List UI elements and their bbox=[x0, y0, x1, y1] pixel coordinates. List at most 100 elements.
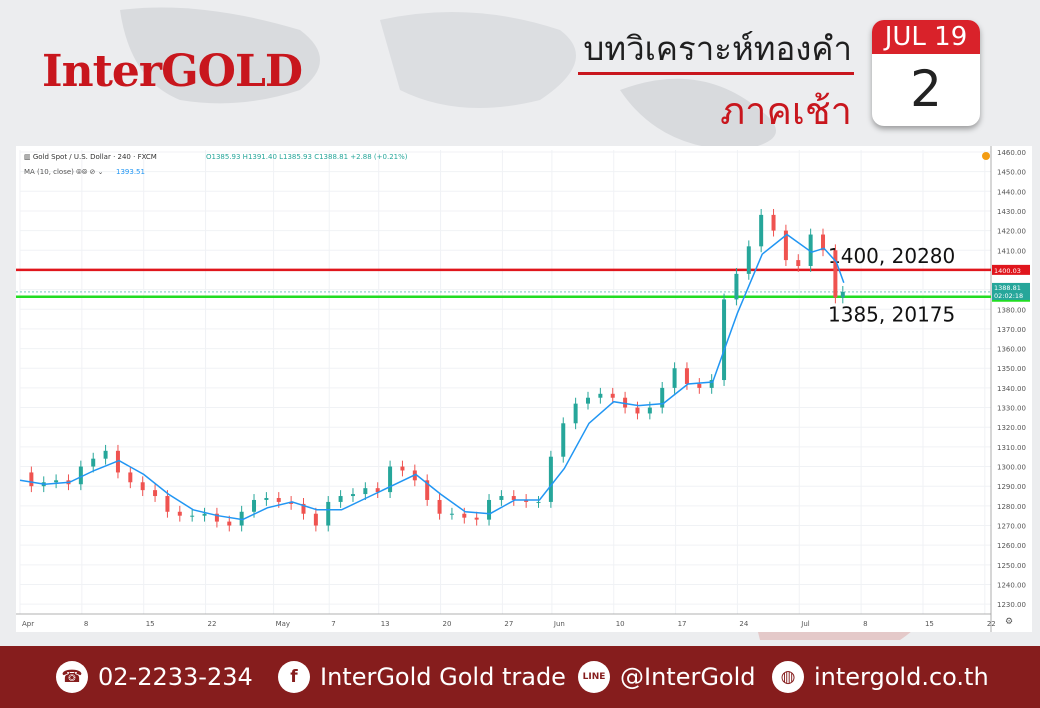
candle bbox=[437, 499, 442, 514]
x-tick-label: 7 bbox=[331, 620, 335, 628]
candle bbox=[140, 482, 145, 491]
calendar-month: JUL 19 bbox=[872, 20, 980, 54]
level-price-tag-text: 1400.03 bbox=[994, 267, 1021, 275]
candle bbox=[264, 498, 269, 500]
candle bbox=[326, 501, 331, 526]
x-tick-label: Apr bbox=[22, 620, 34, 628]
x-tick-label: May bbox=[276, 620, 290, 628]
y-tick-label: 1240.00 bbox=[997, 582, 1026, 590]
legend-ma-label: MA (10, close) ⦾⦾ ⊘ ⌄ bbox=[24, 168, 104, 176]
footer-phone[interactable]: ☎ 02-2233-234 bbox=[56, 646, 253, 708]
y-tick-label: 1360.00 bbox=[997, 346, 1026, 354]
candle bbox=[808, 234, 813, 266]
candle bbox=[499, 496, 504, 500]
chart-panel: 1230.00 1240.00 1250.00 1260.00 1270.00 1280.… bbox=[16, 146, 1032, 632]
legend-ohlc: O1385.93 H1391.40 L1385.93 C1388.81 +2.8… bbox=[206, 153, 408, 161]
candle bbox=[746, 246, 751, 274]
intergold-logo: InterGOLD bbox=[42, 46, 303, 97]
y-tick-label: 1260.00 bbox=[997, 542, 1026, 550]
x-tick-label: 24 bbox=[739, 620, 748, 628]
y-tick-label: 1310.00 bbox=[997, 444, 1026, 452]
x-tick-label: 17 bbox=[678, 620, 687, 628]
x-tick-label: Jul bbox=[800, 620, 810, 628]
candle bbox=[301, 503, 306, 514]
footer-line[interactable]: LINE @InterGold bbox=[578, 646, 756, 708]
y-tick-label: 1330.00 bbox=[997, 405, 1026, 413]
y-tick-label: 1320.00 bbox=[997, 424, 1026, 432]
footer-facebook-text: InterGold Gold trade bbox=[320, 663, 566, 691]
candle bbox=[338, 496, 343, 502]
y-tick-label: 1230.00 bbox=[997, 601, 1026, 609]
x-tick-label: 10 bbox=[616, 620, 625, 628]
candle bbox=[771, 214, 776, 231]
level-price-tag bbox=[992, 264, 1030, 275]
candle bbox=[635, 407, 640, 414]
x-tick-label: 8 bbox=[84, 620, 88, 628]
candle bbox=[363, 488, 368, 495]
candle bbox=[536, 501, 541, 503]
x-tick-label: 22 bbox=[208, 620, 217, 628]
footer-phone-text: 02-2233-234 bbox=[98, 663, 253, 691]
candle bbox=[29, 472, 34, 487]
candle bbox=[722, 299, 727, 381]
candle bbox=[128, 472, 133, 483]
candle bbox=[697, 383, 702, 388]
candle bbox=[474, 517, 479, 520]
candle bbox=[672, 368, 677, 388]
legend-symbol: ▥ Gold Spot / U.S. Dollar · 240 · FXCM bbox=[24, 153, 157, 161]
y-tick-label: 1350.00 bbox=[997, 365, 1026, 373]
y-tick-label: 1410.00 bbox=[997, 247, 1026, 255]
footer-website-text: intergold.co.th bbox=[814, 663, 989, 691]
current-price-timer: 02:02:18 bbox=[994, 292, 1023, 300]
support-annotation: 1385, 20175 bbox=[828, 303, 955, 327]
y-tick-label: 1270.00 bbox=[997, 523, 1026, 531]
candle bbox=[833, 250, 838, 298]
x-tick-label: Jun bbox=[553, 620, 565, 628]
current-price-tag bbox=[992, 282, 1030, 300]
footer-website[interactable]: ◍ intergold.co.th bbox=[772, 646, 989, 708]
calendar-day: 2 bbox=[910, 60, 942, 118]
candle bbox=[598, 393, 603, 398]
y-tick-label: 1450.00 bbox=[997, 169, 1026, 177]
candle bbox=[585, 397, 590, 404]
resistance-annotation: 1400, 20280 bbox=[828, 244, 955, 268]
candle bbox=[734, 273, 739, 300]
y-tick-label: 1380.00 bbox=[997, 306, 1026, 314]
candle bbox=[783, 230, 788, 261]
ma-series-line bbox=[19, 233, 845, 521]
candle bbox=[524, 499, 529, 502]
candle bbox=[388, 466, 393, 493]
candle bbox=[276, 498, 281, 502]
x-tick-label: 15 bbox=[925, 620, 934, 628]
candle bbox=[190, 515, 195, 517]
candle bbox=[684, 368, 689, 384]
candle bbox=[400, 466, 405, 471]
candle bbox=[54, 480, 59, 483]
candle bbox=[796, 260, 801, 266]
footer-contact-bar: ☎ 02-2233-234 f InterGold Gold trade LIN… bbox=[0, 646, 1040, 708]
y-tick-label: 1300.00 bbox=[997, 464, 1026, 472]
y-tick-label: 1460.00 bbox=[997, 149, 1026, 157]
footer-facebook[interactable]: f InterGold Gold trade bbox=[278, 646, 566, 708]
x-tick-label: 27 bbox=[504, 620, 513, 628]
candle bbox=[623, 397, 628, 408]
title-underline bbox=[578, 72, 854, 75]
page-title: บทวิเคราะห์ทองคำ bbox=[583, 29, 852, 68]
phone-icon: ☎ bbox=[56, 661, 88, 693]
candle bbox=[165, 496, 170, 512]
y-tick-label: 1420.00 bbox=[997, 228, 1026, 236]
candle bbox=[660, 387, 665, 408]
candle bbox=[103, 450, 108, 459]
candle bbox=[573, 403, 578, 424]
y-tick-label: 1370.00 bbox=[997, 326, 1026, 334]
candle bbox=[91, 458, 96, 467]
y-tick-label: 1340.00 bbox=[997, 385, 1026, 393]
globe-icon: ◍ bbox=[772, 661, 804, 693]
y-tick-label: 1440.00 bbox=[997, 188, 1026, 196]
candle bbox=[153, 490, 158, 497]
gold-price-chart: 1230.00 1240.00 1250.00 1260.00 1270.00 1280.… bbox=[16, 146, 1030, 632]
settings-icon: ⚙ bbox=[1005, 617, 1013, 627]
calendar-badge: JUL 19 2 bbox=[872, 20, 980, 126]
page-subtitle: ภาคเช้า bbox=[720, 89, 852, 133]
candle bbox=[647, 407, 652, 414]
